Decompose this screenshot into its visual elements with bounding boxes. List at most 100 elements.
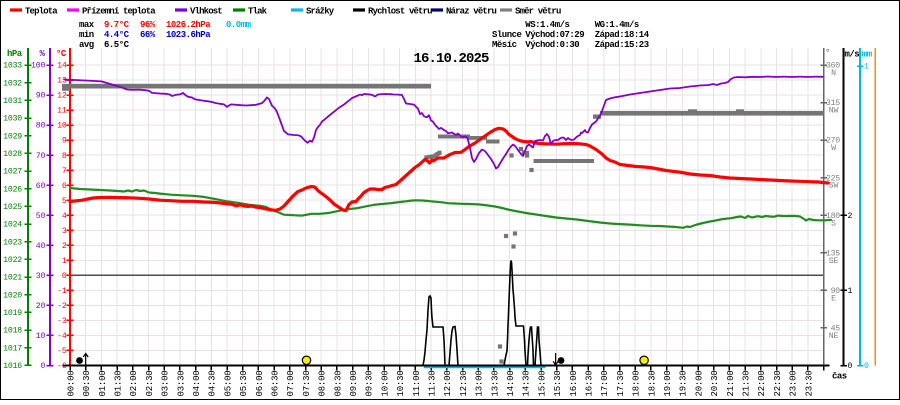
svg-text:4: 4 [62, 212, 67, 221]
svg-text:WG:1.4m/s: WG:1.4m/s [595, 20, 639, 30]
svg-text:1032: 1032 [3, 79, 22, 88]
svg-text:13:00: 13:00 [475, 370, 485, 396]
svg-text:1026: 1026 [3, 185, 22, 194]
svg-text:80: 80 [36, 122, 46, 131]
svg-text:09:00: 09:00 [349, 370, 359, 396]
svg-text:1026.2hPa: 1026.2hPa [166, 20, 211, 30]
svg-text:11:00: 11:00 [412, 370, 422, 396]
svg-text:9: 9 [62, 137, 67, 146]
svg-text:8: 8 [62, 152, 67, 161]
svg-text:1023.6hPa: 1023.6hPa [166, 30, 211, 40]
svg-text:17:00: 17:00 [600, 370, 610, 396]
svg-text:16.10.2025: 16.10.2025 [413, 51, 489, 67]
svg-text:135: 135 [826, 249, 840, 258]
svg-text:17:30: 17:30 [616, 370, 626, 396]
svg-text:20:00: 20:00 [694, 370, 704, 396]
svg-text:1028: 1028 [3, 150, 22, 159]
svg-text:1023: 1023 [3, 238, 22, 247]
svg-text:NW: NW [829, 107, 839, 116]
svg-text:Východ:0:30: Východ:0:30 [525, 40, 579, 50]
svg-text:07:00: 07:00 [286, 370, 296, 396]
svg-text:0.0mm: 0.0mm [226, 20, 252, 30]
svg-text:10:30: 10:30 [396, 370, 406, 396]
svg-text:avg: avg [79, 40, 94, 50]
svg-text:1: 1 [864, 63, 869, 72]
svg-text:5: 5 [62, 197, 67, 206]
svg-text:01:30: 01:30 [114, 370, 124, 396]
svg-text:45: 45 [831, 325, 841, 334]
svg-text:Západ:18:14: Západ:18:14 [595, 30, 650, 40]
svg-text:13:30: 13:30 [490, 370, 500, 396]
svg-text:270: 270 [826, 137, 840, 146]
svg-text:%: % [40, 49, 46, 59]
svg-text:16:00: 16:00 [569, 370, 579, 396]
svg-text:20:30: 20:30 [710, 370, 720, 396]
svg-text:1022: 1022 [3, 256, 22, 265]
svg-text:Náraz větru: Náraz větru [446, 7, 497, 17]
svg-text:13: 13 [57, 77, 67, 86]
svg-text:1024: 1024 [3, 221, 22, 230]
svg-text:180: 180 [826, 212, 840, 221]
svg-text:12:30: 12:30 [459, 370, 469, 396]
svg-text:-3: -3 [57, 317, 67, 326]
svg-text:05:00: 05:00 [223, 370, 233, 396]
svg-text:1016: 1016 [3, 362, 22, 371]
svg-text:96%: 96% [140, 20, 156, 30]
svg-text:1033: 1033 [3, 62, 22, 71]
svg-text:21:30: 21:30 [742, 370, 752, 396]
svg-text:0: 0 [40, 362, 45, 371]
svg-text:22:00: 22:00 [757, 370, 767, 396]
svg-text:50: 50 [36, 212, 46, 221]
svg-text:-1: -1 [57, 287, 67, 296]
svg-text:čas: čas [832, 372, 847, 382]
svg-text:Měsíc: Měsíc [492, 40, 517, 50]
svg-text:m/s: m/s [845, 50, 860, 60]
svg-text:°C: °C [56, 49, 67, 59]
svg-text:1020: 1020 [3, 291, 22, 300]
svg-text:60: 60 [36, 182, 46, 191]
svg-text:00:30: 00:30 [82, 370, 92, 396]
svg-text:min: min [79, 30, 94, 40]
svg-text:1029: 1029 [3, 132, 22, 141]
svg-text:SE: SE [829, 257, 839, 266]
svg-text:00:00: 00:00 [66, 370, 76, 396]
svg-text:09:30: 09:30 [365, 370, 375, 396]
svg-text:1019: 1019 [3, 309, 22, 318]
svg-text:0: 0 [848, 362, 853, 371]
svg-text:mm: mm [862, 50, 873, 60]
svg-text:01:00: 01:00 [98, 370, 108, 396]
svg-text:22:30: 22:30 [773, 370, 783, 396]
svg-text:1027: 1027 [3, 168, 22, 177]
svg-text:12:00: 12:00 [443, 370, 453, 396]
svg-text:6: 6 [62, 182, 67, 191]
svg-text:02:30: 02:30 [145, 370, 155, 396]
svg-text:03:00: 03:00 [161, 370, 171, 396]
svg-text:Směr větru: Směr větru [515, 7, 561, 17]
svg-text:0: 0 [864, 362, 869, 371]
svg-text:70: 70 [36, 152, 46, 161]
svg-text:1017: 1017 [3, 344, 22, 353]
svg-text:04:30: 04:30 [208, 370, 218, 396]
svg-text:max: max [79, 20, 95, 30]
svg-text:1: 1 [62, 257, 67, 266]
svg-text:Východ:07:29: Východ:07:29 [525, 30, 584, 40]
svg-text:9.7°C: 9.7°C [104, 20, 130, 30]
svg-text:Rychlost větru: Rychlost větru [368, 7, 432, 17]
svg-text:1: 1 [848, 287, 853, 296]
svg-text:315: 315 [826, 99, 840, 108]
svg-text:19:30: 19:30 [679, 370, 689, 396]
svg-text:1031: 1031 [3, 97, 22, 106]
svg-text:90: 90 [831, 287, 841, 296]
svg-text:Západ:15:23: Západ:15:23 [595, 40, 649, 50]
svg-text:08:30: 08:30 [333, 370, 343, 396]
svg-text:6.5°C: 6.5°C [104, 40, 130, 50]
svg-text:2: 2 [848, 212, 853, 221]
svg-text:14: 14 [57, 62, 67, 71]
svg-text:1021: 1021 [3, 274, 22, 283]
svg-text:WS:1.4m/s: WS:1.4m/s [525, 20, 569, 30]
svg-text:11: 11 [57, 107, 67, 116]
svg-text:1018: 1018 [3, 327, 22, 336]
svg-text:SW: SW [829, 182, 839, 191]
svg-text:12: 12 [57, 92, 67, 101]
svg-text:E: E [831, 294, 836, 303]
